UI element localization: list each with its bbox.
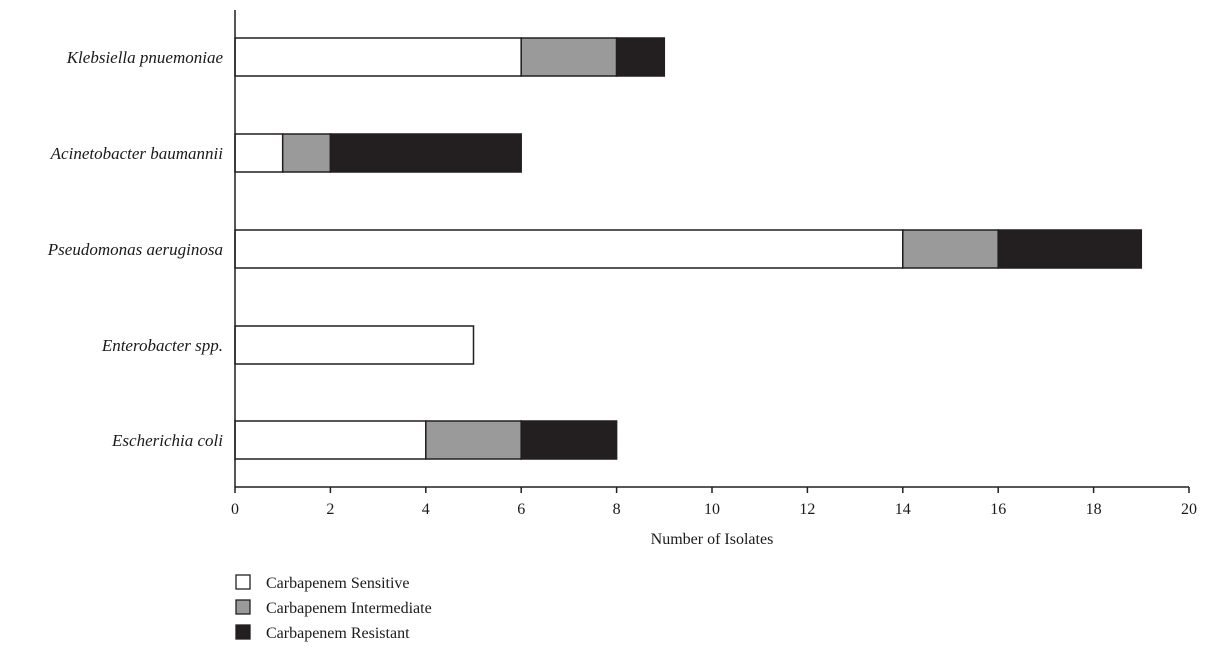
x-tick-label: 16 xyxy=(990,501,1006,518)
x-tick-label: 0 xyxy=(231,501,239,518)
legend-label: Carbapenem Resistant xyxy=(266,625,410,642)
bar-segment xyxy=(234,133,284,173)
category-label: Klebsiella pnuemoniae xyxy=(66,48,224,67)
bar-segment xyxy=(281,133,332,173)
x-tick-label: 10 xyxy=(704,501,720,518)
x-tick-label: 6 xyxy=(517,501,525,518)
legend-label: Carbapenem Sensitive xyxy=(266,575,410,592)
labels-layer: Klebsiella pnuemoniae Acinetobacter bauma… xyxy=(47,48,1197,518)
category-label: Acinetobacter baumannii xyxy=(50,144,224,163)
bar-segment xyxy=(520,420,618,460)
bar-segment xyxy=(902,229,999,269)
bar-segment xyxy=(520,37,618,77)
legend-swatch xyxy=(235,599,251,615)
x-tick-label: 2 xyxy=(326,501,334,518)
bar-segment xyxy=(234,325,475,365)
x-tick-label: 18 xyxy=(1086,501,1102,518)
x-tick-label: 8 xyxy=(613,501,621,518)
bar-segment xyxy=(997,229,1143,269)
axes-layer xyxy=(234,10,1190,493)
bars-layer xyxy=(234,37,1143,460)
bar-segment xyxy=(234,420,427,460)
category-label: Pseudomonas aeruginosa xyxy=(47,240,223,259)
x-tick-label: 12 xyxy=(799,501,815,518)
category-label: Enterobacter spp. xyxy=(101,336,223,355)
category-label: Escherichia coli xyxy=(111,431,223,450)
x-tick-label: 14 xyxy=(895,501,911,518)
bar-segment xyxy=(234,229,904,269)
bar-segment xyxy=(329,133,522,173)
legend-label: Carbapenem Intermediate xyxy=(266,600,432,617)
bar-segment xyxy=(425,420,522,460)
x-tick-label: 20 xyxy=(1181,501,1197,518)
x-tick-label: 4 xyxy=(422,501,430,518)
bar-segment xyxy=(234,37,522,77)
x-axis-title: Number of Isolates xyxy=(651,531,774,548)
legend: Carbapenem Sensitive Carbapenem Intermedi… xyxy=(235,574,432,642)
legend-swatch xyxy=(235,574,251,590)
bar-segment xyxy=(615,37,666,77)
legend-swatch xyxy=(235,624,251,640)
